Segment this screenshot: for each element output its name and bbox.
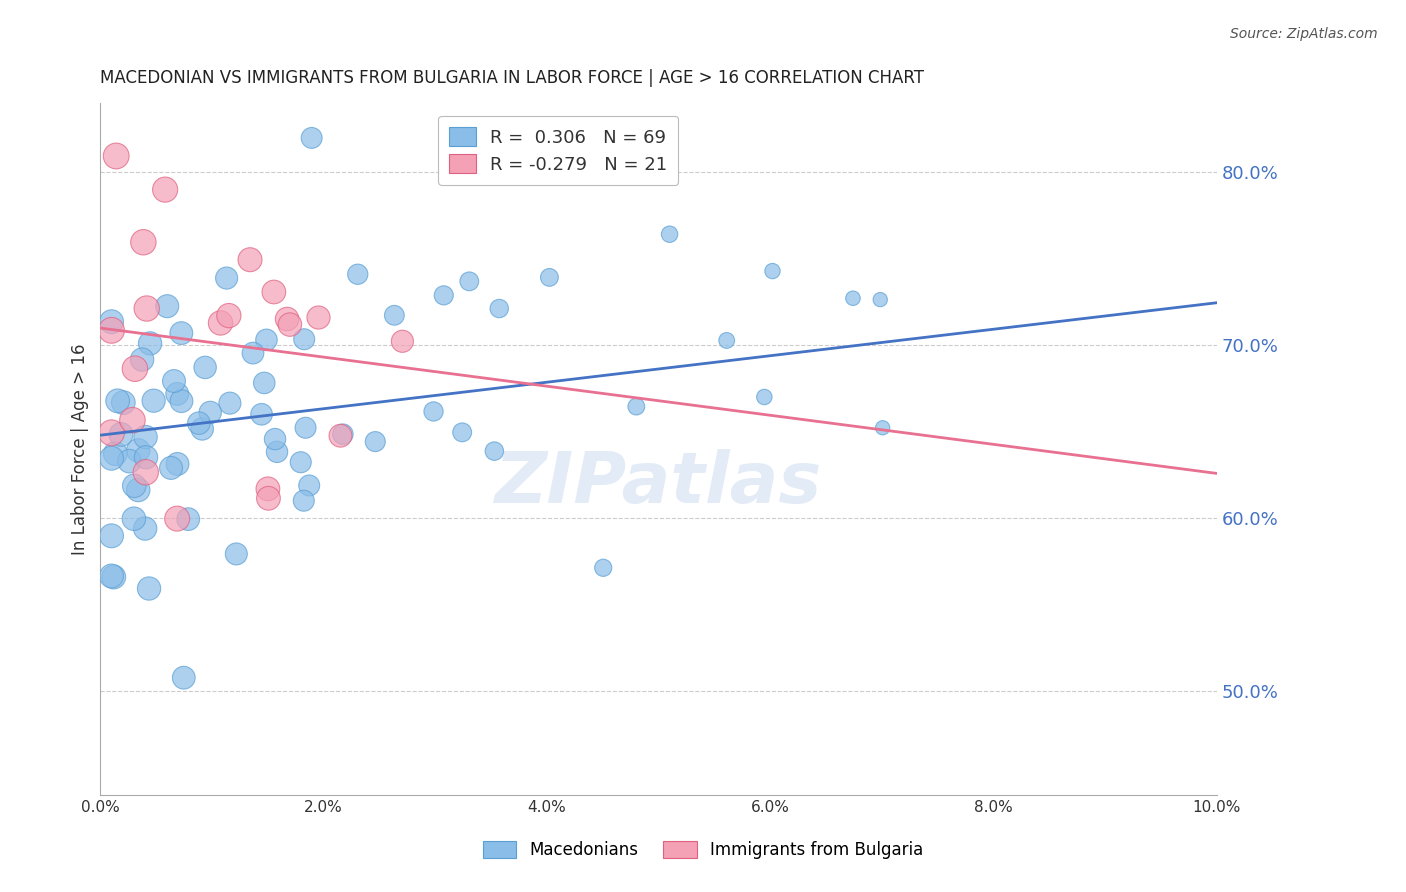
Point <box>100 425 122 440</box>
Point <box>292 332 315 346</box>
Point <box>170 326 193 340</box>
Text: ZIPatlas: ZIPatlas <box>495 449 823 518</box>
Point <box>276 312 298 326</box>
Point <box>163 374 186 388</box>
Point <box>127 443 149 458</box>
Point <box>122 512 145 526</box>
Point <box>173 671 195 685</box>
Point <box>160 461 183 475</box>
Point <box>872 421 894 435</box>
Point <box>104 447 127 461</box>
Point <box>263 285 285 299</box>
Point <box>118 454 141 468</box>
Point <box>761 264 783 278</box>
Point <box>538 270 561 285</box>
Legend: R =  0.306   N = 69, R = -0.279   N = 21: R = 0.306 N = 69, R = -0.279 N = 21 <box>437 116 678 185</box>
Point <box>332 427 354 442</box>
Point <box>135 430 157 444</box>
Point <box>257 482 280 496</box>
Point <box>218 309 240 323</box>
Point <box>391 334 413 349</box>
Point <box>626 400 648 414</box>
Point <box>200 405 222 419</box>
Point <box>110 427 132 442</box>
Point <box>754 390 776 404</box>
Point <box>250 407 273 421</box>
Y-axis label: In Labor Force | Age > 16: In Labor Force | Age > 16 <box>72 343 89 555</box>
Point <box>112 395 135 409</box>
Point <box>135 465 157 479</box>
Point <box>239 252 262 267</box>
Point <box>364 434 387 449</box>
Point <box>127 483 149 497</box>
Point <box>256 333 278 347</box>
Point <box>100 451 122 466</box>
Point <box>382 308 405 322</box>
Point <box>134 522 156 536</box>
Point <box>166 387 188 401</box>
Point <box>124 361 146 376</box>
Point <box>135 450 157 465</box>
Point <box>294 421 316 435</box>
Point <box>290 455 312 469</box>
Point <box>716 334 738 348</box>
Point <box>122 479 145 493</box>
Point <box>131 352 153 367</box>
Point <box>218 396 240 410</box>
Point <box>100 569 122 583</box>
Point <box>142 393 165 408</box>
Point <box>100 323 122 337</box>
Point <box>105 149 128 163</box>
Point <box>135 301 157 316</box>
Point <box>278 318 301 332</box>
Legend: Macedonians, Immigrants from Bulgaria: Macedonians, Immigrants from Bulgaria <box>477 834 929 866</box>
Point <box>191 422 214 436</box>
Point <box>100 315 122 329</box>
Point <box>153 183 176 197</box>
Point <box>292 493 315 508</box>
Point <box>121 413 143 427</box>
Point <box>257 491 280 506</box>
Point <box>253 376 276 390</box>
Point <box>458 274 481 288</box>
Point <box>170 394 193 409</box>
Point <box>329 428 352 442</box>
Point <box>346 267 368 281</box>
Point <box>308 310 330 325</box>
Point <box>209 316 232 330</box>
Point <box>301 131 323 145</box>
Point <box>592 561 614 575</box>
Point <box>298 478 321 492</box>
Point <box>156 299 179 313</box>
Point <box>433 288 456 302</box>
Point <box>658 227 681 242</box>
Point <box>484 444 506 458</box>
Point <box>187 416 209 430</box>
Point <box>422 404 444 418</box>
Point <box>103 570 125 584</box>
Point <box>138 582 160 596</box>
Point <box>100 529 122 543</box>
Point <box>215 271 238 285</box>
Point <box>132 235 155 250</box>
Point <box>842 291 865 305</box>
Text: MACEDONIAN VS IMMIGRANTS FROM BULGARIA IN LABOR FORCE | AGE > 16 CORRELATION CHA: MACEDONIAN VS IMMIGRANTS FROM BULGARIA I… <box>100 69 924 87</box>
Point <box>225 547 247 561</box>
Point <box>177 512 200 526</box>
Point <box>266 445 288 459</box>
Point <box>451 425 474 440</box>
Point <box>488 301 510 316</box>
Point <box>166 457 188 471</box>
Point <box>107 393 129 408</box>
Point <box>242 346 264 360</box>
Point <box>264 432 287 446</box>
Point <box>139 336 162 351</box>
Point <box>194 360 217 375</box>
Point <box>869 293 891 307</box>
Point <box>166 511 188 525</box>
Text: Source: ZipAtlas.com: Source: ZipAtlas.com <box>1230 27 1378 41</box>
